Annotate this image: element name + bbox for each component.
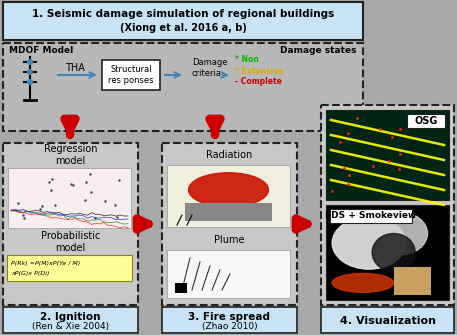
Circle shape: [27, 60, 32, 65]
Text: Structural
res ponses: Structural res ponses: [108, 65, 154, 85]
Bar: [175, 283, 187, 293]
Text: Damage
criteria: Damage criteria: [192, 58, 228, 78]
Bar: [3, 2, 363, 40]
Ellipse shape: [332, 217, 406, 269]
Bar: [393, 267, 430, 295]
Bar: [330, 209, 412, 223]
Bar: [162, 307, 297, 333]
Bar: [8, 168, 131, 228]
Text: Radiation: Radiation: [207, 150, 253, 160]
Circle shape: [27, 69, 32, 74]
Text: MDOF Model: MDOF Model: [9, 46, 73, 55]
Text: 2. Ignition: 2. Ignition: [40, 312, 101, 322]
Text: xP(G)x P(Di): xP(G)x P(Di): [11, 271, 49, 276]
Text: 1. Seismic damage simulation of regional buildings: 1. Seismic damage simulation of regional…: [32, 9, 334, 19]
Text: * Extensive: * Extensive: [235, 67, 283, 75]
Bar: [326, 110, 449, 200]
Text: (Zhao 2010): (Zhao 2010): [202, 323, 257, 332]
Bar: [321, 105, 454, 305]
Bar: [326, 205, 449, 300]
Ellipse shape: [372, 212, 427, 255]
Bar: [326, 110, 449, 200]
Text: OSG: OSG: [414, 116, 438, 126]
Text: * Non: * Non: [235, 56, 259, 65]
Bar: [7, 255, 132, 281]
Text: THA: THA: [65, 63, 85, 73]
Text: P(Rk) =P(M)xP(Ye / M): P(Rk) =P(M)xP(Ye / M): [11, 262, 80, 267]
Ellipse shape: [332, 273, 393, 292]
Text: 4. Visualization: 4. Visualization: [340, 316, 436, 326]
Bar: [167, 165, 290, 227]
Text: (Ren & Xie 2004): (Ren & Xie 2004): [32, 323, 109, 332]
Bar: [407, 114, 445, 128]
Bar: [102, 60, 160, 90]
Ellipse shape: [189, 173, 268, 207]
Bar: [3, 143, 138, 305]
Circle shape: [27, 79, 32, 84]
Text: FDS + Smokeview: FDS + Smokeview: [325, 211, 417, 220]
Bar: [167, 250, 290, 298]
Text: (Xiong et al. 2016 a, b): (Xiong et al. 2016 a, b): [120, 23, 246, 33]
Bar: [3, 43, 363, 131]
Bar: [186, 203, 271, 221]
Text: 3. Fire spread: 3. Fire spread: [188, 312, 271, 322]
Text: Probabilistic
model: Probabilistic model: [41, 231, 100, 253]
Bar: [321, 307, 454, 333]
Ellipse shape: [372, 233, 415, 271]
Text: Regression
model: Regression model: [44, 144, 97, 166]
Text: - Complete: - Complete: [235, 77, 282, 86]
Text: Plume: Plume: [214, 235, 245, 245]
Bar: [3, 307, 138, 333]
Bar: [162, 143, 297, 305]
Text: Damage states: Damage states: [281, 46, 357, 55]
